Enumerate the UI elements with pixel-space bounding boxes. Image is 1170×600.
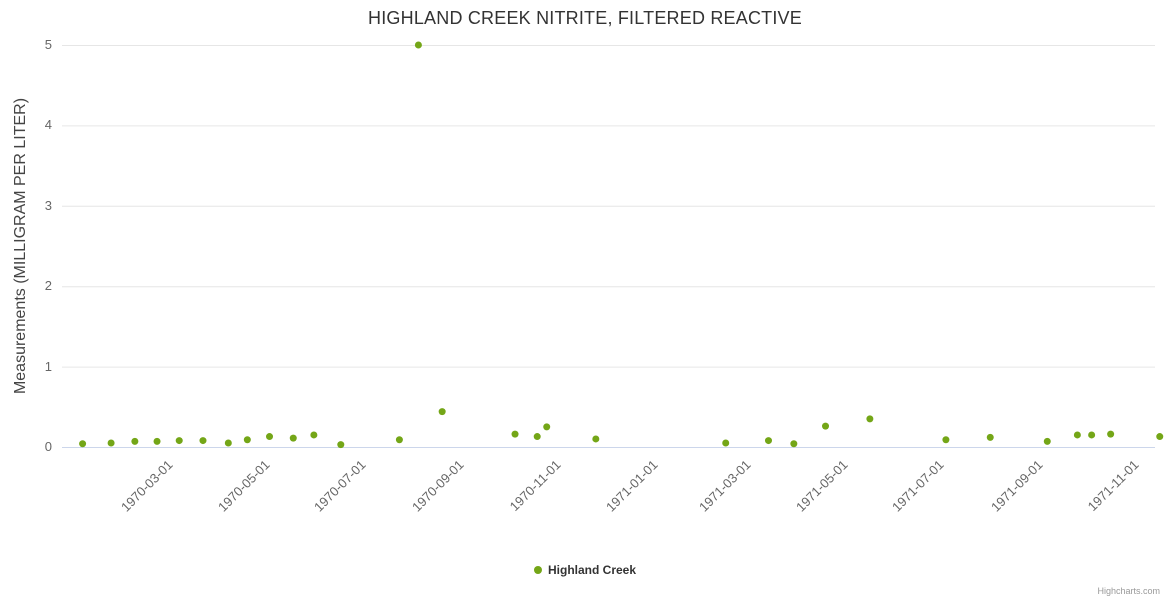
y-tick-label: 2 (44, 278, 52, 294)
data-point[interactable] (764, 437, 772, 445)
data-point[interactable] (790, 440, 798, 448)
data-point[interactable] (131, 437, 139, 445)
data-point[interactable] (822, 422, 830, 430)
data-point[interactable] (1107, 430, 1115, 438)
data-point[interactable] (511, 430, 519, 438)
data-point[interactable] (1156, 433, 1164, 441)
y-tick-label: 1 (44, 358, 52, 374)
data-point[interactable] (175, 437, 183, 445)
data-point[interactable] (395, 436, 403, 444)
data-point[interactable] (543, 423, 551, 431)
data-point[interactable] (866, 415, 874, 423)
data-point[interactable] (224, 439, 232, 447)
data-point[interactable] (266, 433, 274, 441)
y-tick-label: 0 (44, 439, 52, 454)
legend-label: Highland Creek (547, 563, 637, 577)
data-point[interactable] (243, 436, 251, 444)
data-point[interactable] (414, 41, 422, 49)
y-tick-label: 3 (44, 197, 52, 213)
data-point[interactable] (942, 436, 950, 444)
data-point[interactable] (153, 437, 161, 445)
highcharts-credits-link[interactable]: Highcharts.com (1097, 586, 1160, 596)
data-point[interactable] (1043, 437, 1051, 445)
data-point[interactable] (1073, 431, 1081, 439)
data-point[interactable] (986, 433, 994, 441)
data-point[interactable] (1088, 431, 1096, 439)
data-point[interactable] (592, 435, 600, 443)
data-point[interactable] (533, 433, 541, 441)
data-point[interactable] (199, 437, 207, 445)
data-point[interactable] (107, 439, 115, 447)
data-point[interactable] (79, 440, 87, 448)
legend-item-highland-creek[interactable]: Highland Creek (533, 563, 637, 577)
data-point[interactable] (722, 439, 730, 447)
data-point[interactable] (337, 441, 345, 449)
data-point[interactable] (310, 431, 318, 439)
chart-title: HIGHLAND CREEK NITRITE, FILTERED REACTIV… (368, 8, 802, 28)
y-tick-label: 5 (44, 37, 52, 52)
data-point[interactable] (438, 408, 446, 416)
legend-marker-icon (533, 566, 542, 574)
y-tick-label: 4 (44, 117, 52, 133)
data-point[interactable] (289, 434, 297, 442)
